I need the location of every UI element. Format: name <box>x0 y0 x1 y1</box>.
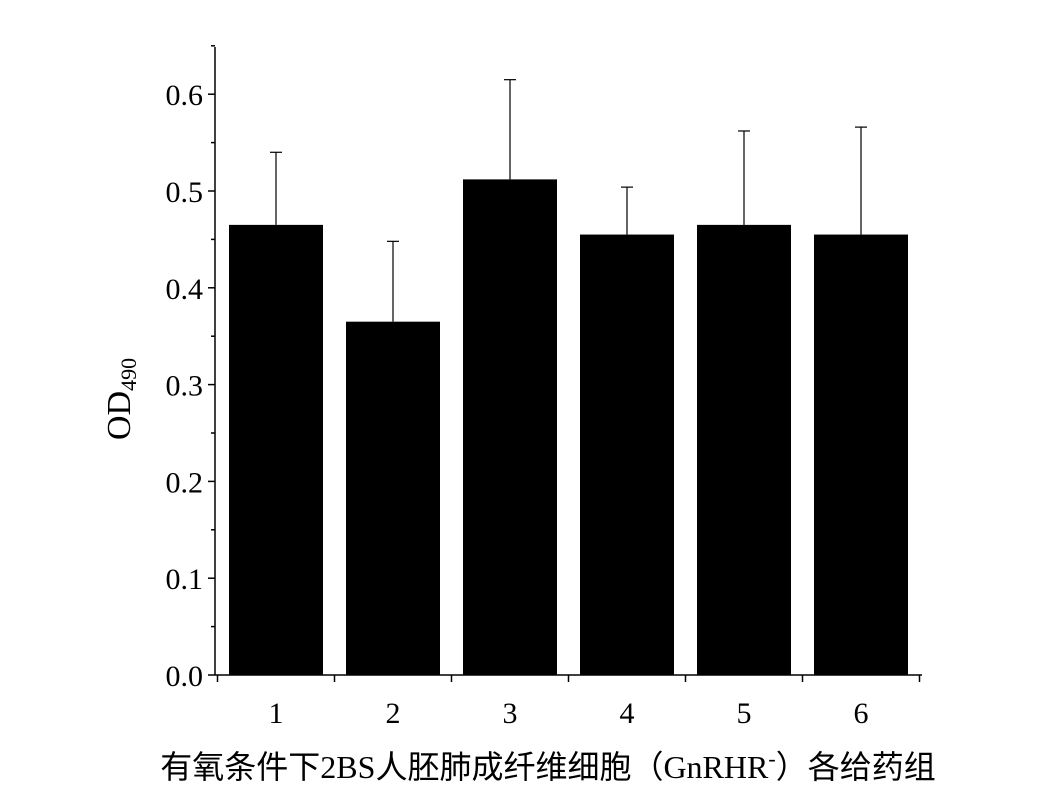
y-tick-label: 0.2 <box>166 466 204 499</box>
x-axis-ticks: 1 2 3 4 5 6 <box>216 675 921 730</box>
y-tick-label: 0.3 <box>166 370 204 403</box>
y-tick-label: 0.4 <box>166 273 204 306</box>
bar-5 <box>697 224 791 675</box>
x-tick-label: 1 <box>269 697 284 730</box>
x-axis-label-superscript: - <box>768 746 775 771</box>
x-axis-label: 有氧条件下2BS人胚肺成纤维细胞（GnRHR-）各给药组 <box>160 746 935 785</box>
x-axis-label-tail: ）各给药组 <box>776 749 936 785</box>
y-axis-label-main: OD <box>101 391 138 440</box>
x-tick-label: 4 <box>620 697 635 730</box>
x-tick-label: 2 <box>386 697 401 730</box>
x-tick-label: 6 <box>854 697 869 730</box>
x-tick-label: 3 <box>503 697 518 730</box>
y-axis-ticks: 0.0 0.1 0.2 0.3 0.4 0.5 0.6 <box>166 45 215 693</box>
bar-3 <box>463 179 557 675</box>
x-tick-label: 5 <box>737 697 752 730</box>
bar-4 <box>580 234 674 675</box>
y-axis-label-subscript: 490 <box>116 358 141 391</box>
plot-area <box>229 79 908 675</box>
y-axis-label: OD490 <box>101 358 141 440</box>
y-tick-label: 0.5 <box>166 176 204 209</box>
y-tick-label: 0.6 <box>166 79 204 112</box>
x-axis-label-main: 有氧条件下2BS人胚肺成纤维细胞（GnRHR <box>160 749 769 785</box>
y-tick-label: 0.1 <box>166 563 204 596</box>
bar-6 <box>814 234 908 675</box>
bar-1 <box>229 224 323 675</box>
bar-2 <box>346 321 440 675</box>
y-tick-label: 0.0 <box>166 660 204 693</box>
